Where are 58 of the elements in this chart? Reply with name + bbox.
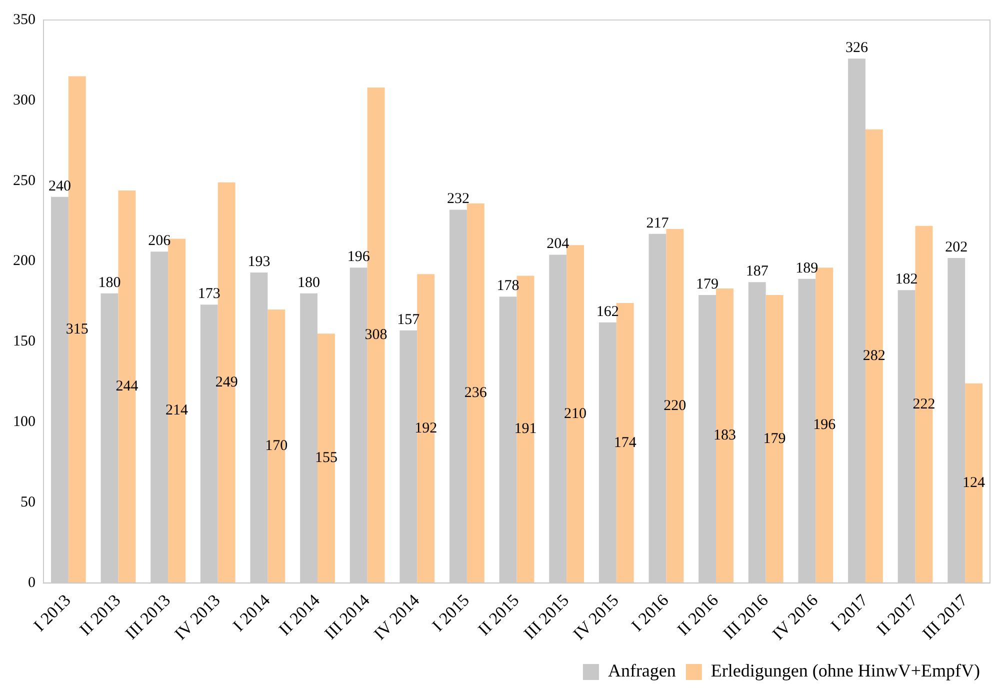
- data-label: 183: [713, 428, 736, 444]
- y-tick-label: 150: [13, 334, 36, 350]
- data-label: 240: [48, 178, 71, 194]
- data-label: 187: [746, 264, 769, 280]
- data-label: 179: [763, 430, 786, 447]
- data-label: 315: [66, 322, 88, 338]
- data-label: 192: [414, 420, 438, 436]
- data-label: 170: [265, 438, 288, 454]
- data-label: 326: [845, 40, 868, 56]
- y-tick-label: 100: [13, 414, 36, 430]
- legend-label: Erledigungen (ohne HinwV+EmpfV): [710, 660, 980, 681]
- data-label: 189: [796, 260, 818, 276]
- data-label: 174: [614, 434, 637, 451]
- data-label: 222: [912, 396, 936, 412]
- data-label: 178: [496, 278, 520, 294]
- data-label: 308: [364, 327, 388, 344]
- data-label: 249: [215, 374, 238, 391]
- data-label: 193: [248, 254, 270, 270]
- y-tick-label: 50: [20, 494, 36, 510]
- y-tick-label: 350: [13, 12, 36, 28]
- bar: [915, 226, 933, 583]
- data-label: 220: [664, 398, 686, 414]
- data-label: 182: [895, 272, 918, 288]
- bar: [666, 229, 684, 583]
- legend-label: Anfragen: [608, 660, 676, 681]
- bar: [466, 203, 484, 583]
- y-tick-label: 200: [13, 253, 36, 270]
- y-tick-label: 300: [13, 92, 36, 108]
- data-label: 124: [962, 475, 986, 492]
- data-label: 180: [298, 274, 320, 291]
- bar: [317, 334, 335, 583]
- data-label: 157: [397, 312, 420, 328]
- data-label: 179: [696, 276, 719, 292]
- bar: [965, 383, 983, 583]
- data-label: 214: [166, 402, 189, 419]
- data-label: 282: [862, 348, 886, 364]
- data-label: 204: [546, 236, 570, 252]
- data-label: 155: [314, 450, 338, 466]
- data-label: 180: [98, 274, 121, 291]
- data-label: 173: [198, 286, 220, 302]
- bar: [816, 268, 834, 583]
- y-tick-label: 250: [13, 172, 36, 189]
- data-label: 206: [148, 233, 172, 250]
- bar: [766, 294, 784, 583]
- data-label: 217: [646, 215, 670, 232]
- data-label: 202: [945, 239, 968, 256]
- data-label: 191: [514, 421, 537, 438]
- bar: [268, 309, 286, 583]
- bar: [865, 129, 883, 583]
- data-label: 236: [464, 385, 488, 402]
- bar: [716, 288, 734, 583]
- data-label: 196: [347, 249, 370, 266]
- data-label: 196: [813, 417, 836, 434]
- y-tick-label: 0: [28, 574, 36, 591]
- data-label: 210: [564, 406, 587, 422]
- data-label: 232: [446, 191, 470, 208]
- data-label: 244: [116, 378, 139, 395]
- data-label: 162: [596, 304, 619, 320]
